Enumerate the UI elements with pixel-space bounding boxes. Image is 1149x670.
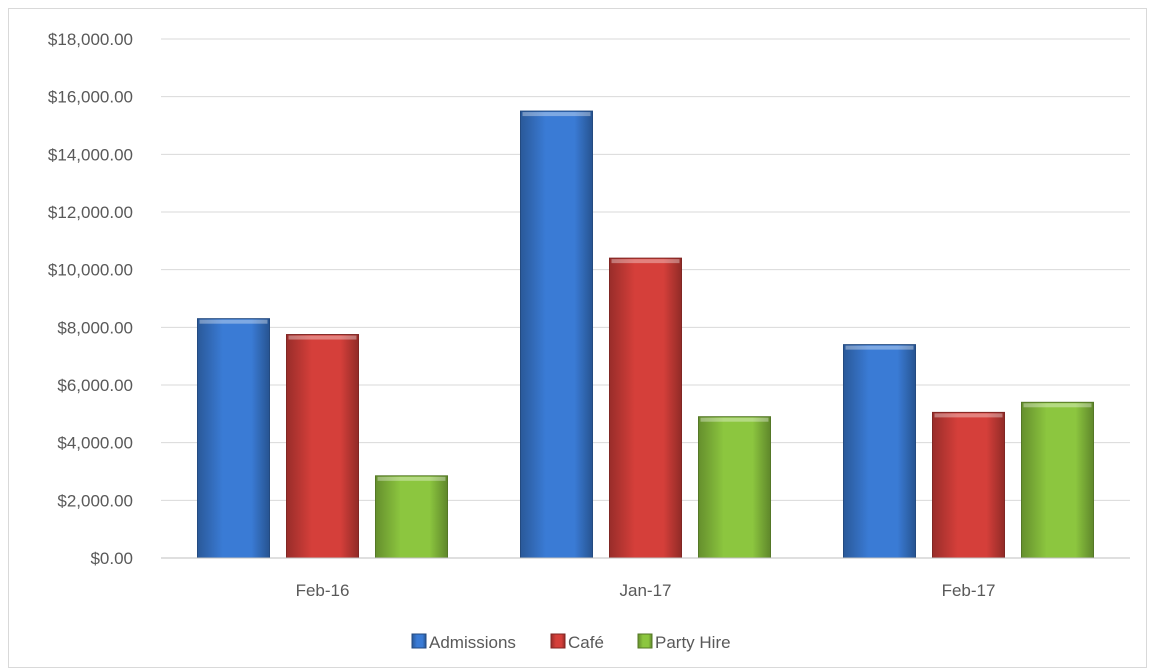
bar-highlight — [700, 417, 769, 422]
bar-highlight — [288, 335, 357, 340]
y-tick-label: $14,000.00 — [48, 145, 133, 164]
x-category-label: Jan-17 — [620, 581, 672, 600]
bar-caf--feb-17 — [932, 411, 1005, 559]
legend-swatch — [411, 633, 427, 649]
bar-highlight — [1023, 403, 1092, 408]
y-tick-label: $0.00 — [90, 549, 133, 568]
bar-admissions-feb-17 — [843, 344, 916, 559]
legend: Admissions Café Party Hire — [411, 633, 731, 652]
bar-highlight — [934, 413, 1003, 418]
bar-party-hire-feb-17 — [1021, 401, 1094, 559]
y-tick-label: $10,000.00 — [48, 261, 133, 280]
bar-caf--jan-17 — [609, 257, 682, 559]
x-category-label: Feb-17 — [942, 581, 996, 600]
y-tick-label: $8,000.00 — [57, 318, 133, 337]
legend-label: Party Hire — [655, 633, 731, 652]
y-tick-label: $16,000.00 — [48, 88, 133, 107]
y-tick-label: $4,000.00 — [57, 434, 133, 453]
x-category-label: Feb-16 — [296, 581, 350, 600]
y-tick-label: $12,000.00 — [48, 203, 133, 222]
y-tick-label: $18,000.00 — [48, 30, 133, 49]
bar-admissions-feb-16 — [197, 318, 270, 559]
legend-label: Admissions — [429, 633, 516, 652]
y-tick-label: $2,000.00 — [57, 491, 133, 510]
bars — [197, 110, 1094, 559]
bar-admissions-jan-17 — [520, 110, 593, 559]
bar-highlight — [611, 259, 680, 264]
bar-caf--feb-16 — [286, 334, 359, 559]
bar-highlight — [377, 476, 446, 481]
bar-highlight — [845, 345, 914, 350]
legend-swatch — [637, 633, 653, 649]
legend-swatch — [550, 633, 566, 649]
bar-highlight — [199, 319, 268, 324]
bar-party-hire-jan-17 — [698, 416, 771, 559]
legend-label: Café — [568, 633, 604, 652]
y-axis-tick-labels: $0.00 $2,000.00 $4,000.00 $6,000.00 $8,000.0… — [48, 30, 133, 568]
y-tick-label: $6,000.00 — [57, 376, 133, 395]
x-axis: Feb-16 Jan-17 Feb-17 — [161, 557, 1130, 600]
bar-party-hire-feb-16 — [375, 475, 448, 559]
bar-highlight — [522, 112, 591, 117]
